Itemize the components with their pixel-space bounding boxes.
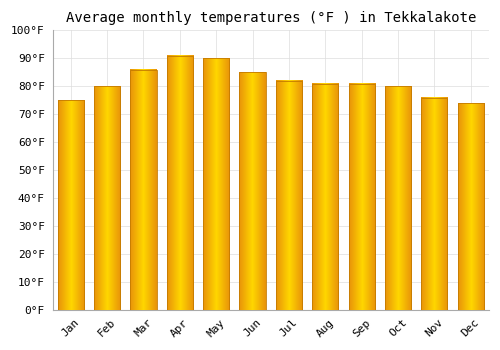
Bar bbox=[130, 70, 156, 310]
Bar bbox=[348, 84, 374, 310]
Bar bbox=[421, 98, 448, 310]
Bar bbox=[312, 84, 338, 310]
Bar bbox=[458, 103, 484, 310]
Bar bbox=[166, 56, 193, 310]
Bar bbox=[385, 86, 411, 310]
Bar bbox=[276, 81, 302, 310]
Bar bbox=[94, 86, 120, 310]
Bar bbox=[203, 58, 229, 310]
Bar bbox=[240, 72, 266, 310]
Bar bbox=[58, 100, 84, 310]
Title: Average monthly temperatures (°F ) in Tekkalakote: Average monthly temperatures (°F ) in Te… bbox=[66, 11, 476, 25]
